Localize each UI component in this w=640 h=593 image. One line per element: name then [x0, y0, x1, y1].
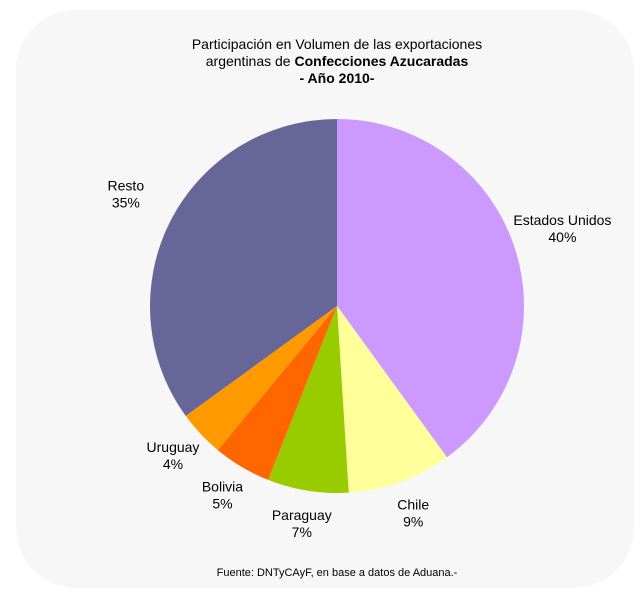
slice-label: Bolivia	[202, 479, 243, 495]
pie-slice	[217, 306, 337, 480]
pie-slice	[337, 119, 524, 458]
slice-value-label: 4%	[163, 456, 183, 472]
slice-label: Uruguay	[147, 439, 200, 455]
slice-label: Resto	[108, 177, 145, 193]
slice-label: Chile	[397, 497, 429, 513]
title-bold: Confecciones Azucaradas	[294, 53, 469, 69]
slice-value-label: 40%	[548, 229, 576, 245]
slice-value-label: 9%	[403, 514, 423, 530]
pie-slice	[268, 306, 349, 494]
title-bold: - Año 2010-	[299, 70, 375, 86]
slice-value-label: 5%	[212, 496, 232, 512]
slice-label: Paraguay	[272, 507, 332, 523]
title-line: - Año 2010-	[0, 70, 640, 87]
pie-slice	[150, 119, 337, 416]
chart-title: Participación en Volumen de las exportac…	[0, 36, 640, 87]
pie-slice	[185, 306, 337, 451]
slice-label: Estados Unidos	[513, 212, 611, 228]
title-line: argentinas de Confecciones Azucaradas	[0, 53, 640, 70]
slice-value-label: 35%	[112, 194, 140, 210]
title-text: argentinas de	[205, 53, 291, 69]
pie-slice	[337, 306, 447, 493]
slice-value-label: 7%	[292, 524, 312, 540]
title-line: Participación en Volumen de las exportac…	[191, 36, 483, 52]
source-note: Fuente: DNTyCAyF, en base a datos de Adu…	[217, 567, 458, 579]
